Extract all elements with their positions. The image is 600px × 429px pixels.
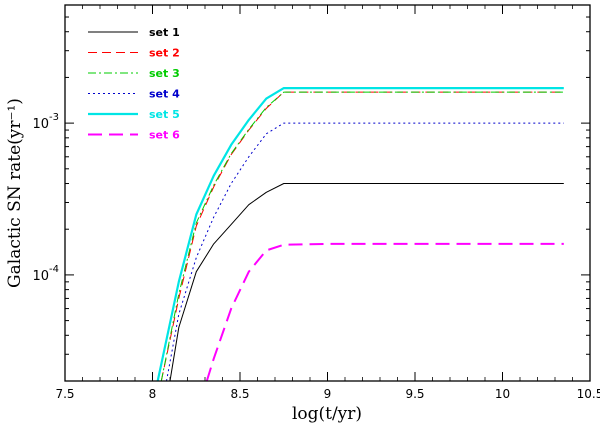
legend-label: set 5 xyxy=(149,108,180,121)
legend-label: set 6 xyxy=(149,129,180,142)
legend-label: set 1 xyxy=(149,26,180,39)
series-line-4 xyxy=(166,122,564,381)
x-tick-label: 8 xyxy=(149,387,157,401)
x-axis-label: log(t/yr) xyxy=(292,404,362,424)
y-tick-label: 10-4 xyxy=(32,264,59,284)
series-lines xyxy=(156,87,564,381)
y-axis-label: Galactic SN rate(yr⁻¹) xyxy=(5,98,25,288)
x-tick-label: 10.5 xyxy=(577,387,600,401)
x-tick-label: 7.5 xyxy=(55,387,74,401)
series-line-5 xyxy=(156,87,564,381)
legend-label: set 3 xyxy=(149,67,180,80)
legend-label: set 4 xyxy=(149,88,180,101)
x-tick-label: 9 xyxy=(324,387,332,401)
legend-label: set 2 xyxy=(149,47,180,60)
legend: set 1 set 2 set 3 set 4 set 5 set 6 xyxy=(88,26,180,142)
y-tick-label: 10-3 xyxy=(32,112,59,132)
x-tick-label: 9.5 xyxy=(405,387,424,401)
series-line-6 xyxy=(205,242,564,381)
series-line-3 xyxy=(160,91,564,381)
x-tick-label: 10 xyxy=(495,387,510,401)
x-tick-label: 8.5 xyxy=(230,387,249,401)
plot-frame xyxy=(64,4,591,382)
series-line-1 xyxy=(169,183,564,381)
